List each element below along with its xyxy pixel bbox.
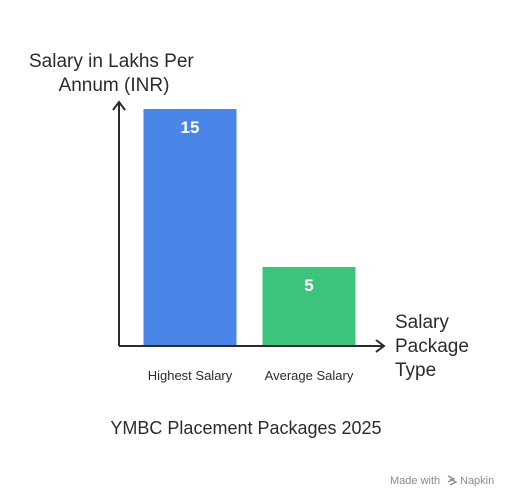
bars-group: 15 5 [143,109,356,346]
x-axis-arrow-icon [375,339,386,353]
y-axis-arrow-icon [112,100,126,111]
x-tick-labels: Highest Salary Average Salary [148,368,354,383]
x-axis-title-line-3: Type [395,360,436,381]
y-axis-title-line-1: Salary in Lakhs Per [29,51,194,72]
watermark: Made with Napkin [390,475,494,487]
data-label: 15 [181,118,200,137]
x-axis-title-line-2: Package [395,336,469,357]
watermark-prefix: Made with [390,475,440,487]
y-axis-title: Salary in Lakhs Per Annum (INR) [29,51,199,96]
bar-average-salary [262,267,356,346]
chart-title: YMBC Placement Packages 2025 [110,418,381,438]
napkin-logo-icon [447,475,458,486]
x-tick-label: Highest Salary [148,368,233,383]
x-axis-title: Salary Package Type [395,312,474,381]
axes [112,100,386,353]
x-axis-title-line-1: Salary [395,312,449,333]
data-label: 5 [304,276,313,295]
x-tick-label: Average Salary [265,368,354,383]
y-axis-title-line-2: Annum (INR) [59,75,170,96]
watermark-brand: Napkin [460,475,494,487]
bar-highest-salary [143,109,237,346]
